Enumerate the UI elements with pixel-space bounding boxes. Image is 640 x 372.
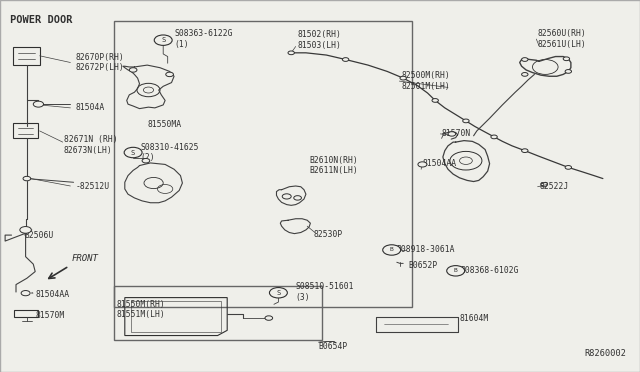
Text: 82500M(RH)
82501M(LH): 82500M(RH) 82501M(LH) [402,71,451,91]
Text: 82530P: 82530P [314,230,343,239]
Text: B0654P: B0654P [319,342,348,351]
Text: a: a [31,291,33,295]
Text: 82671N (RH)
82673N(LH): 82671N (RH) 82673N(LH) [64,135,118,155]
Text: B08918-3061A: B08918-3061A [397,246,455,254]
Text: B0652P: B0652P [408,262,438,270]
Circle shape [288,51,294,55]
Text: 81504A: 81504A [76,103,105,112]
Circle shape [33,101,44,107]
Text: B: B [390,247,394,253]
Text: S: S [131,150,135,155]
Text: 81570N: 81570N [442,129,471,138]
Circle shape [265,316,273,320]
Circle shape [342,58,349,61]
Circle shape [124,147,142,158]
Text: 81504AA: 81504AA [422,159,456,168]
Text: 81550MA: 81550MA [147,120,181,129]
Text: -82512U: -82512U [76,182,109,190]
Circle shape [448,132,456,136]
Circle shape [129,68,137,72]
Circle shape [294,196,301,200]
Text: FRONT: FRONT [72,254,99,263]
Text: 82670P(RH)
82672P(LH): 82670P(RH) 82672P(LH) [76,53,124,72]
Text: 81570M: 81570M [35,311,65,320]
Text: S: S [276,290,280,296]
Circle shape [491,135,497,139]
Text: 81502(RH)
81503(LH): 81502(RH) 81503(LH) [298,31,342,50]
Circle shape [142,158,150,163]
Text: B08368-6102G: B08368-6102G [461,266,519,275]
Text: S: S [161,37,165,43]
Circle shape [463,119,469,123]
Text: 82506U: 82506U [24,231,54,240]
Text: S08363-6122G
(1): S08363-6122G (1) [174,29,232,49]
Circle shape [563,57,570,61]
Circle shape [565,70,572,73]
Text: R8260002: R8260002 [584,349,626,358]
Circle shape [383,245,401,255]
Text: B2610N(RH)
B2611N(LH): B2610N(RH) B2611N(LH) [309,156,358,175]
Text: POWER DOOR: POWER DOOR [10,15,72,25]
Bar [114,286,322,340]
Circle shape [522,58,528,61]
Circle shape [269,288,287,298]
Circle shape [21,291,30,296]
Circle shape [23,176,31,181]
Circle shape [166,72,173,77]
Text: 81604M: 81604M [460,314,489,323]
Circle shape [432,99,438,102]
Text: 82560U(RH)
82561U(LH): 82560U(RH) 82561U(LH) [538,29,586,49]
Text: 82522J: 82522J [540,182,569,191]
Circle shape [522,73,528,76]
Text: B: B [454,268,458,273]
Text: 81550M(RH)
81551M(LH): 81550M(RH) 81551M(LH) [116,300,165,319]
Circle shape [447,266,465,276]
Circle shape [565,166,572,169]
Circle shape [418,162,427,167]
Text: 81504AA: 81504AA [35,290,69,299]
Circle shape [154,35,172,45]
Text: S08510-51601
(3): S08510-51601 (3) [296,282,354,302]
Bar [114,21,412,307]
Circle shape [282,194,291,199]
Circle shape [400,76,406,80]
Text: S08310-41625
(2): S08310-41625 (2) [141,143,199,162]
Circle shape [522,149,528,153]
Circle shape [20,227,31,233]
